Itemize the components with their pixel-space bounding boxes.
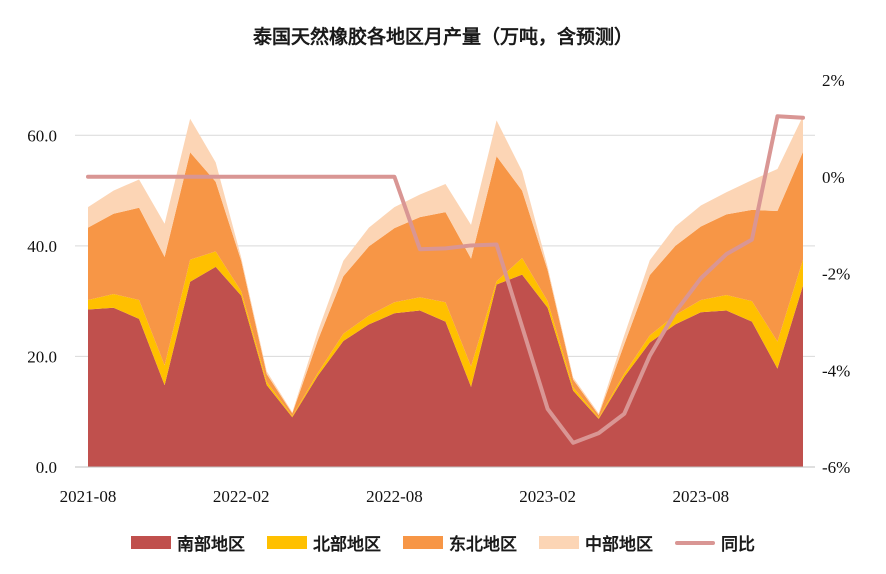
y-left-tick-label-2: 40.0 [27,237,57,256]
legend-swatch-south [131,536,171,549]
y-right-tick-label-3: 0% [822,168,845,187]
yoy-line-layer [86,114,805,445]
chart-title: 泰国天然橡胶各地区月产量（万吨，含预测） [252,26,633,48]
x-tick-label-4: 2023-08 [673,487,730,506]
x-tick-label-0: 2021-08 [60,487,117,506]
legend-swatch-yoy [675,540,715,545]
legend-swatch-north [267,536,307,549]
x-tick-label-2: 2022-08 [366,487,423,506]
legend-item-north: 北部地区 [267,530,381,555]
y-left-tick-label-0: 0.0 [36,458,57,477]
legend-item-northeast: 东北地区 [403,530,517,555]
area-layers [88,115,803,467]
y-left-tick-label-3: 60.0 [27,126,57,145]
legend-label-central: 中部地区 [585,535,653,555]
area-northeast [88,151,803,418]
axes: 0.0 20.0 40.0 60.0 -6% -4% -2% 0% 2% 2021-08 2022-… [27,71,850,506]
y-left-tick-label-1: 20.0 [27,347,57,366]
legend-item-yoy: 同比 [675,530,755,555]
y-right-tick-label-4: 2% [822,71,845,90]
legend-label-south: 南部地区 [177,535,245,555]
y-right-tick-label-2: -2% [822,265,850,284]
legend-item-central: 中部地区 [539,530,653,555]
legend-label-yoy: 同比 [721,535,755,555]
line-yoy [86,114,805,445]
legend-swatch-central [539,536,579,549]
legend-label-north: 北部地区 [313,535,381,555]
legend-label-northeast: 东北地区 [449,535,517,555]
area-central [88,115,803,416]
x-tick-label-1: 2022-02 [213,487,270,506]
x-tick-label-3: 2023-02 [519,487,576,506]
area-south [88,266,803,467]
legend: 南部地区 北部地区 东北地区 中部地区 同比 [0,530,886,555]
legend-swatch-northeast [403,536,443,549]
legend-item-south: 南部地区 [131,530,245,555]
y-right-tick-label-0: -6% [822,458,850,477]
y-right-tick-label-1: -4% [822,361,850,380]
